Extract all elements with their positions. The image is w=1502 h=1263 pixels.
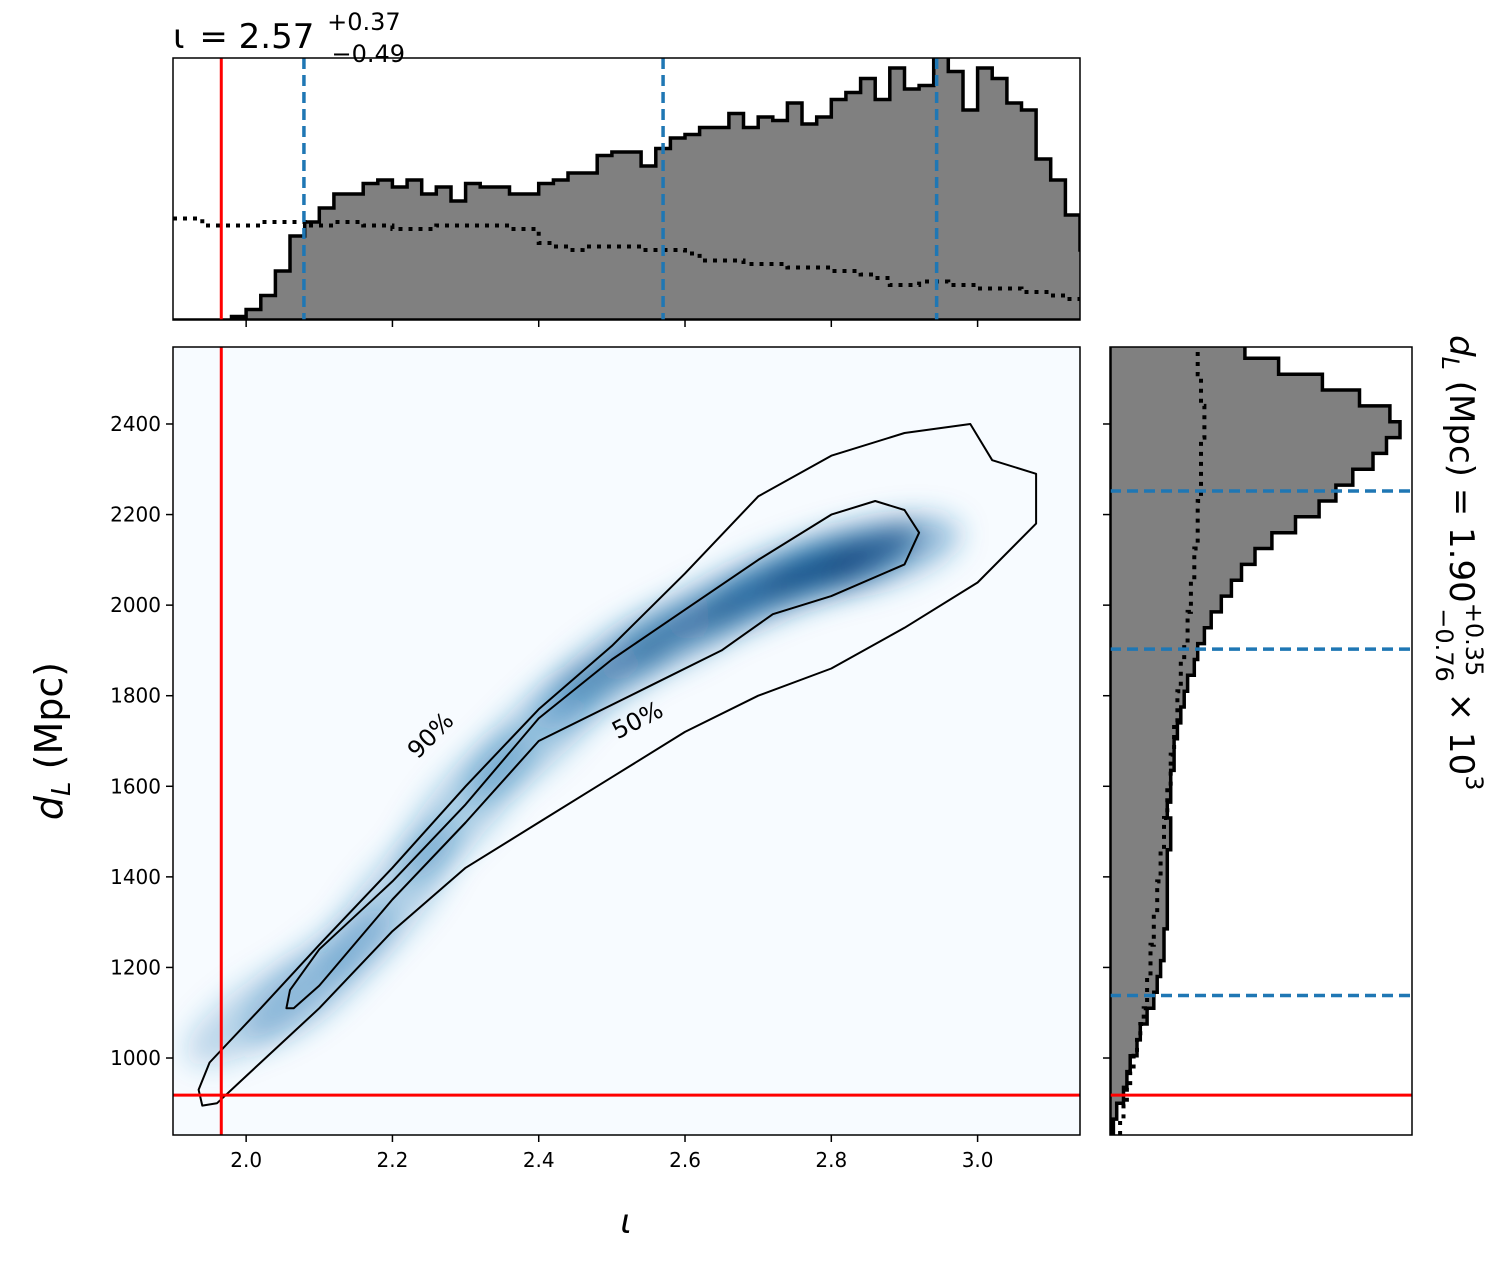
y-tick-label: 2400: [110, 412, 161, 436]
x-tick-label: 3.0: [962, 1148, 994, 1172]
right-panel-title: dL (Mpc) = 1.90+0.35−0.76 × 103: [1430, 335, 1488, 790]
y-axis-label: dL (Mpc): [27, 662, 77, 820]
top-panel-frame: [172, 57, 1081, 321]
x-tick-label: 2.8: [815, 1148, 847, 1172]
x-tick-label: 2.4: [523, 1148, 555, 1172]
top-marginal-panel: ι = 2.57 +0.37 −0.49: [172, 0, 1081, 327]
density-core: [813, 524, 923, 587]
y-tick-label: 1400: [110, 865, 161, 889]
right-panel-frame: [1109, 346, 1413, 1136]
y-tick-label: 1800: [110, 684, 161, 708]
y-tick-label: 1200: [110, 955, 161, 979]
y-tick-label: 2200: [110, 503, 161, 527]
contour-90: [197, 423, 1038, 1107]
right-marginal-panel: dL (Mpc) = 1.90+0.35−0.76 × 103: [1103, 335, 1488, 1136]
joint-panel-frame: [172, 346, 1081, 1136]
x-tick-label: 2.2: [377, 1148, 409, 1172]
joint-panel: 90% 50% 2.0 2.2 2.4 2.6 2.8 3.0 10001200140016…: [27, 346, 1081, 1242]
contour-50: [285, 500, 921, 1010]
iota-histogram: [173, 58, 1080, 320]
dl-histogram: [1110, 347, 1402, 1135]
top-panel-title: ι = 2.57 +0.37 −0.49: [173, 0, 412, 68]
x-tick-label: 2.0: [230, 1148, 262, 1172]
x-axis-label: ι: [620, 1202, 632, 1242]
y-tick-label: 1000: [110, 1046, 161, 1070]
x-tick-label: 2.6: [669, 1148, 701, 1172]
y-tick-label: 1600: [110, 774, 161, 798]
y-tick-label: 2000: [110, 593, 161, 617]
